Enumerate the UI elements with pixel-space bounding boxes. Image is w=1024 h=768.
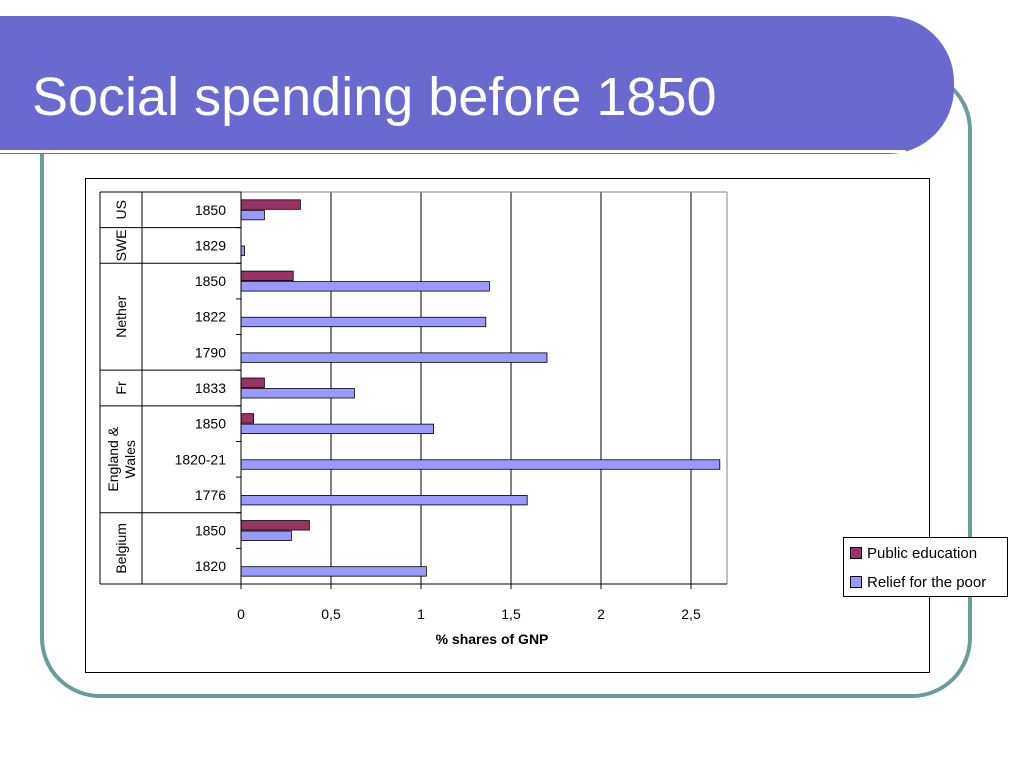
legend-item-public-education: Public education [850, 544, 977, 564]
bar [240, 352, 548, 363]
x-tick-label: 0 [237, 606, 245, 622]
category-label: 1850 [195, 416, 226, 432]
category-label: 1820 [195, 558, 226, 574]
category-label: 1833 [195, 380, 226, 396]
category-label: 1850 [195, 202, 226, 218]
bar [240, 530, 292, 541]
group-label: SWE [113, 230, 129, 262]
legend-label-relief-for-the-poor: Relief for the poor [867, 574, 987, 591]
group-label: Belgium [113, 523, 129, 574]
title-banner: Social spending before 1850 [0, 16, 954, 154]
x-tick-label: 0,5 [321, 606, 341, 622]
category-label: 1820-21 [175, 451, 227, 467]
group-label: Fr [113, 381, 129, 395]
bar [240, 388, 355, 399]
title-underline [0, 150, 906, 153]
category-label: 1850 [195, 273, 226, 289]
bar [240, 245, 245, 256]
bar [240, 316, 487, 328]
bar [240, 423, 435, 435]
bar-chart: 0 0,5 1 1,5 2 2,5 % shares of GNP 1850 1829 1850 1… [99, 191, 728, 647]
legend-swatch-relief-for-the-poor [850, 576, 862, 589]
slide-title: Social spending before 1850 [32, 67, 717, 127]
x-tick-label: 1,5 [501, 606, 521, 622]
legend-swatch-public-education [850, 547, 862, 560]
chart-area: 0 0,5 1 1,5 2 2,5 % shares of GNP 1850 1829 1850 1… [85, 178, 1008, 673]
bar [240, 495, 528, 506]
legend-item-relief-for-the-poor: Relief for the poor [850, 573, 986, 593]
x-axis-title: % shares of GNP [436, 631, 549, 647]
bar [240, 209, 265, 221]
group-label-line: Wales [122, 440, 138, 478]
category-label: 1829 [195, 237, 226, 253]
group-label: England &Wales [105, 426, 138, 491]
bar [240, 281, 490, 292]
legend-label-public-education: Public education [867, 545, 978, 562]
bar [240, 566, 427, 577]
bar [240, 413, 254, 424]
group-label: Nether [113, 295, 129, 337]
category-label: 1776 [195, 487, 226, 503]
x-tick-label: 2,5 [681, 606, 701, 622]
x-tick-label: 1 [417, 606, 425, 622]
bar [240, 459, 721, 470]
category-label: 1822 [195, 309, 226, 325]
group-label-line: England & [105, 426, 121, 491]
chart-legend: Public education Relief for the poor [843, 537, 1008, 597]
bar [240, 520, 310, 531]
group-label: US [113, 200, 129, 219]
bar [240, 377, 265, 388]
category-label: 1790 [195, 344, 226, 360]
category-label: 1850 [195, 523, 226, 539]
bar [240, 199, 301, 210]
x-tick-label: 2 [597, 606, 605, 622]
bar [240, 270, 294, 281]
